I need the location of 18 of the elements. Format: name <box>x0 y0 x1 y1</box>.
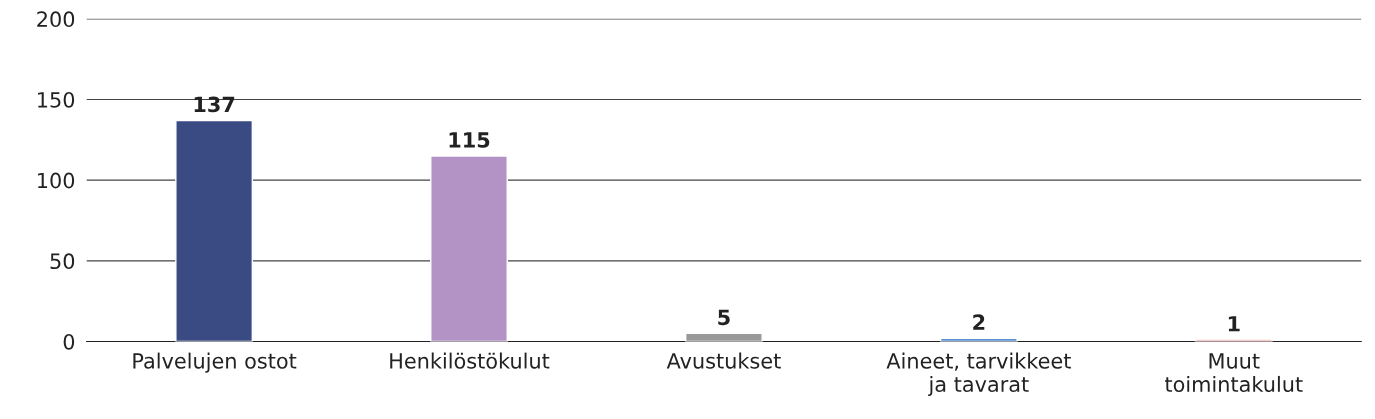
data-label: 1 <box>1228 316 1240 332</box>
x-tick-label: Muut toimintakulut <box>1165 353 1303 393</box>
y-tick-label: 200 <box>37 11 75 28</box>
data-label: 115 <box>449 132 490 148</box>
x-tick-label: Aineet, tarvikkeet ja tavarat <box>886 352 1071 397</box>
x-tick-label: Henkilöstökulut <box>390 352 550 369</box>
x-tick-label: Palvelujen ostot <box>133 352 297 373</box>
y-tick-label: 100 <box>38 172 75 189</box>
bar <box>685 332 763 342</box>
y-tick-label: 150 <box>38 91 75 108</box>
y-tick-label: 0 <box>63 333 75 350</box>
x-tick-label: Avustukset <box>666 352 781 369</box>
bar <box>175 119 254 342</box>
data-label: 137 <box>194 96 235 113</box>
y-tick-label: 50 <box>50 253 75 270</box>
data-label: 5 <box>718 309 730 326</box>
data-label: 2 <box>973 314 985 330</box>
bar <box>430 155 508 342</box>
